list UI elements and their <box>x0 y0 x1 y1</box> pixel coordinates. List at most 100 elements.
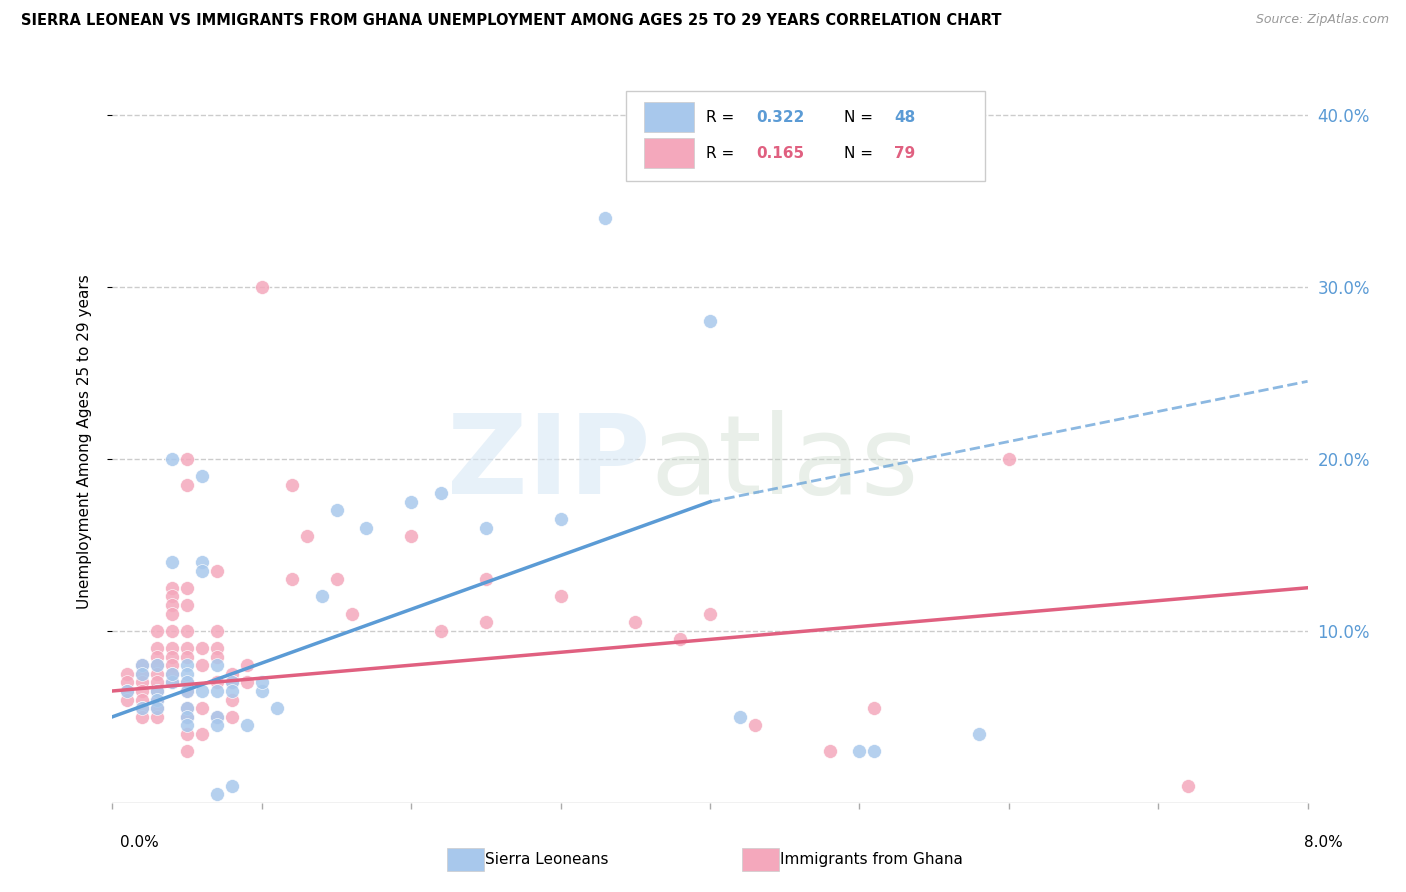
Point <box>176 675 198 690</box>
Point <box>205 675 228 690</box>
Point <box>131 666 153 681</box>
Point <box>162 607 183 621</box>
Point <box>162 598 183 612</box>
Point <box>117 666 139 681</box>
Point <box>475 615 498 630</box>
Text: 0.322: 0.322 <box>756 110 806 125</box>
Point <box>176 666 198 681</box>
Point <box>744 718 766 732</box>
Text: N =: N = <box>844 145 877 161</box>
Point <box>131 701 153 715</box>
Point <box>131 684 153 698</box>
Point <box>176 649 198 664</box>
Text: Immigrants from Ghana: Immigrants from Ghana <box>780 853 963 867</box>
Point <box>221 684 243 698</box>
Point <box>131 701 153 715</box>
Point <box>176 581 198 595</box>
Point <box>117 684 139 698</box>
Text: N =: N = <box>844 110 877 125</box>
Point <box>205 787 228 801</box>
Point <box>818 744 841 758</box>
Point <box>162 666 183 681</box>
Point <box>205 564 228 578</box>
Point <box>221 692 243 706</box>
Point <box>295 529 318 543</box>
Point <box>191 469 214 483</box>
Point <box>266 701 288 715</box>
Point <box>356 520 378 534</box>
Point <box>250 279 273 293</box>
Point <box>162 675 183 690</box>
Point <box>250 675 273 690</box>
Point <box>162 624 183 638</box>
Point <box>430 624 453 638</box>
Point <box>205 718 228 732</box>
Point <box>146 710 169 724</box>
Point <box>131 658 153 673</box>
Point <box>176 675 198 690</box>
Point <box>221 710 243 724</box>
Point <box>221 675 243 690</box>
Point <box>176 718 198 732</box>
Point <box>863 744 886 758</box>
Point <box>176 598 198 612</box>
Point <box>624 615 647 630</box>
Point <box>146 658 169 673</box>
Point <box>475 520 498 534</box>
Text: SIERRA LEONEAN VS IMMIGRANTS FROM GHANA UNEMPLOYMENT AMONG AGES 25 TO 29 YEARS C: SIERRA LEONEAN VS IMMIGRANTS FROM GHANA … <box>21 13 1001 29</box>
FancyBboxPatch shape <box>644 102 695 132</box>
Text: Source: ZipAtlas.com: Source: ZipAtlas.com <box>1256 13 1389 27</box>
Point <box>1177 779 1199 793</box>
Point <box>205 684 228 698</box>
Point <box>176 701 198 715</box>
Point <box>848 744 870 758</box>
Point <box>162 649 183 664</box>
Point <box>176 710 198 724</box>
Point <box>221 675 243 690</box>
Point <box>146 640 169 655</box>
Point <box>131 710 153 724</box>
Point <box>205 710 228 724</box>
Point <box>325 572 347 586</box>
Point <box>340 607 363 621</box>
Point <box>162 451 183 466</box>
Point <box>131 675 153 690</box>
Point <box>162 555 183 569</box>
Point <box>176 451 198 466</box>
Point <box>162 666 183 681</box>
Point <box>146 624 169 638</box>
Point <box>595 211 617 225</box>
Point <box>176 624 198 638</box>
Point <box>281 477 304 491</box>
Text: 8.0%: 8.0% <box>1303 836 1343 850</box>
Point <box>191 555 214 569</box>
Point <box>191 640 214 655</box>
Point <box>146 692 169 706</box>
Point <box>117 692 139 706</box>
Point <box>146 684 169 698</box>
Point <box>162 640 183 655</box>
Point <box>998 451 1021 466</box>
Point <box>176 744 198 758</box>
Point <box>475 572 498 586</box>
Point <box>550 512 572 526</box>
Text: R =: R = <box>706 110 740 125</box>
Point <box>699 314 721 328</box>
Point <box>176 710 198 724</box>
Point <box>162 590 183 604</box>
Point <box>191 727 214 741</box>
Text: 0.165: 0.165 <box>756 145 804 161</box>
FancyBboxPatch shape <box>644 138 695 169</box>
Point <box>176 640 198 655</box>
Point <box>131 666 153 681</box>
Point <box>176 658 198 673</box>
Y-axis label: Unemployment Among Ages 25 to 29 years: Unemployment Among Ages 25 to 29 years <box>77 274 91 609</box>
Point <box>236 658 259 673</box>
Point <box>176 684 198 698</box>
Point <box>205 640 228 655</box>
Point <box>311 590 333 604</box>
Text: ZIP: ZIP <box>447 409 651 516</box>
Point <box>176 477 198 491</box>
Point <box>176 727 198 741</box>
Point <box>131 658 153 673</box>
